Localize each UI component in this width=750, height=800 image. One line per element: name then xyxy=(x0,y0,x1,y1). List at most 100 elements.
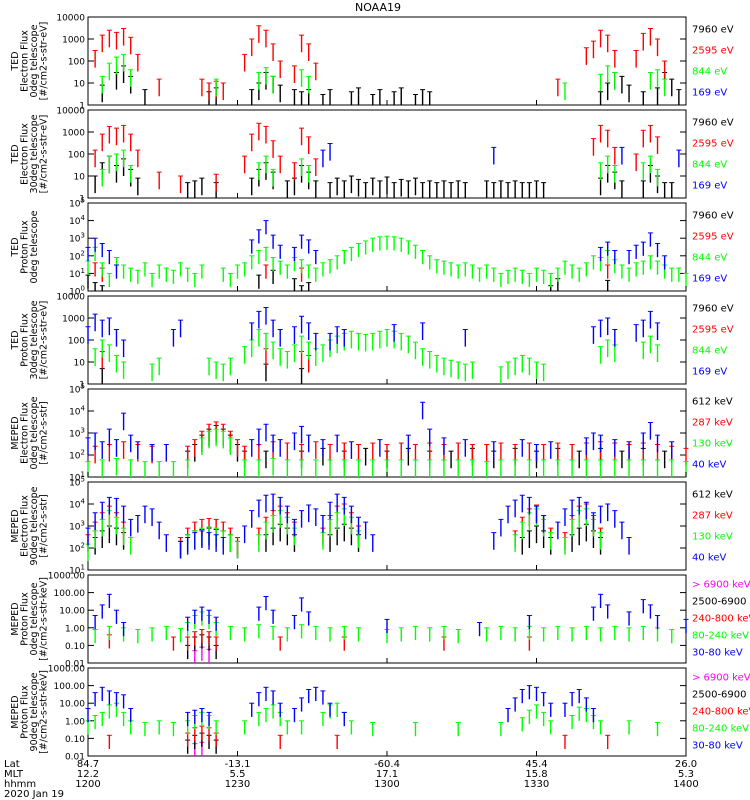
y-tick-label: 104 xyxy=(69,405,85,418)
y-tick-label: 1000 xyxy=(62,36,85,46)
y-tick-label: 1000.00 xyxy=(48,572,85,582)
x-tick-mlt: 5.5 xyxy=(230,769,246,780)
y-tick-label: 100 xyxy=(69,285,85,298)
y-axis-label-line: Proton Flux xyxy=(20,313,31,367)
y-tick-label: 1 xyxy=(79,381,85,391)
legend-entry: 40 keV xyxy=(692,553,726,564)
x-tick-mlt: 15.8 xyxy=(525,769,547,780)
legend-entry: 30-80 keV xyxy=(692,647,743,658)
figure-title: NOAA19 xyxy=(355,1,401,14)
series-844-ev xyxy=(99,149,661,187)
x-tick-mlt: 17.1 xyxy=(376,769,398,780)
series-287-kev xyxy=(92,421,689,466)
y-axis-label-line: MEPED xyxy=(10,509,21,542)
legend-entry: 80-240 keV xyxy=(692,723,749,734)
series-40-kev xyxy=(85,401,675,462)
legend-entry: 7960 eV xyxy=(692,211,734,222)
y-axis-label-line: Proton Flux xyxy=(20,220,31,274)
legend-entry: 2595 eV xyxy=(692,325,734,336)
series-2595-ev xyxy=(92,262,611,282)
y-axis-label-line: [#/cm2-s-str] xyxy=(39,494,50,557)
legend-entry: 2595 eV xyxy=(692,46,734,57)
y-axis-label-line: 30deg telescope xyxy=(29,114,40,193)
y-tick-label: 10 xyxy=(74,173,86,183)
series-844-ev xyxy=(99,53,668,101)
y-axis-label-line: MEPED xyxy=(10,602,21,635)
y-axis-label-line: [#/cm2-s-str-keV] xyxy=(39,577,50,661)
legend-entry: 240-800 keV xyxy=(692,614,750,625)
y-tick-label: 101 xyxy=(69,564,85,577)
legend-entry: 2500-6900 xyxy=(692,597,747,608)
legend-entry: 2500-6900 xyxy=(692,690,747,701)
y-tick-label: 103 xyxy=(69,232,85,245)
x-tick-lat: -60.4 xyxy=(374,759,400,770)
legend-entry: 844 eV xyxy=(692,253,727,264)
x-tick-mlt: 5.3 xyxy=(678,769,694,780)
legend-entry: 169 eV xyxy=(692,367,727,378)
legend-entry: 169 eV xyxy=(692,274,727,285)
x-tick-lat: 26.0 xyxy=(675,759,697,770)
legend-entry: 2595 eV xyxy=(692,139,734,150)
plot-frame xyxy=(87,481,687,571)
y-tick-label: 102 xyxy=(69,249,85,262)
y-tick-label: 105 xyxy=(69,476,85,489)
series-844-ev xyxy=(85,235,689,288)
y-tick-label: 100 xyxy=(68,58,85,68)
legend-entry: 130 keV xyxy=(692,439,733,450)
y-tick-label: 103 xyxy=(69,520,85,533)
axis-row-label: Lat xyxy=(4,759,20,770)
legend-entry: 130 keV xyxy=(692,532,733,543)
plot-frame xyxy=(87,16,687,106)
y-axis-label-line: MEPED xyxy=(10,416,21,449)
y-tick-label: 1000 xyxy=(62,129,85,139)
x-tick-time: 1330 xyxy=(524,779,549,790)
series-7960-ev xyxy=(99,363,305,384)
y-tick-label: 0.10 xyxy=(65,642,85,652)
y-tick-label: 104 xyxy=(69,214,85,227)
legend-entry: 612 keV xyxy=(692,397,733,408)
legend-entry: 7960 eV xyxy=(692,25,734,36)
y-tick-label: 1.00 xyxy=(65,624,85,634)
legend-entry: 287 keV xyxy=(692,511,733,522)
y-axis-label-line: TED xyxy=(10,237,21,257)
y-axis-label-line: Electron Flux xyxy=(20,402,31,464)
series-169-ev xyxy=(85,220,668,279)
y-tick-label: 100 xyxy=(68,337,85,347)
x-tick-time: 1230 xyxy=(225,779,250,790)
y-tick-label: 10000 xyxy=(56,107,85,117)
y-tick-label: 10000 xyxy=(56,293,85,303)
x-tick-mlt: 12.2 xyxy=(77,769,99,780)
legend-entry: 844 eV xyxy=(692,67,727,78)
y-tick-label: 1000.00 xyxy=(48,665,85,675)
y-axis-label-line: 0deg telescope xyxy=(29,210,40,283)
y-axis-label-line: Proton Flux xyxy=(20,685,31,739)
y-axis-label-line: 0deg telescope xyxy=(29,396,40,469)
series-80-240-kev xyxy=(92,611,675,644)
y-tick-label: 101 xyxy=(69,471,85,484)
y-tick-label: 10.00 xyxy=(59,700,85,710)
series-40-kev xyxy=(85,493,632,559)
legend-entry: 7960 eV xyxy=(692,118,734,129)
y-axis-label-line: [#/cm2-s-str-eV] xyxy=(39,301,50,380)
legend-entry: > 6900 keV xyxy=(692,673,750,684)
y-tick-label: 1 xyxy=(79,195,85,205)
x-tick-time: 1200 xyxy=(75,779,100,790)
y-axis-label-line: [#/cm2-s-str-eV] xyxy=(39,22,50,101)
series-240-800-kev xyxy=(106,725,611,749)
y-tick-label: 104 xyxy=(69,498,85,511)
y-tick-label: 0.01 xyxy=(65,753,85,763)
legend-entry: 80-240 keV xyxy=(692,630,749,641)
y-axis-label-line: 0deg telescope xyxy=(29,582,40,655)
y-axis-label-line: TED xyxy=(10,51,21,71)
legend-entry: > 6900 keV xyxy=(692,580,750,591)
legend-entry: 40 keV xyxy=(692,460,726,471)
plot-frame xyxy=(87,667,687,757)
y-tick-label: 105 xyxy=(69,197,85,210)
series-844-ev xyxy=(92,329,661,384)
